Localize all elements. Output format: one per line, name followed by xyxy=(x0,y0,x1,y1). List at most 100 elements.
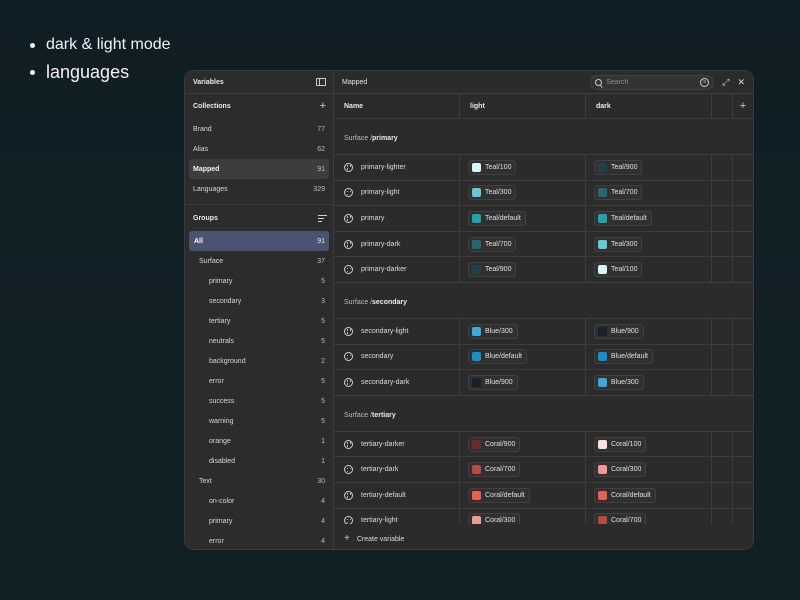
color-value-chip[interactable]: Coral/default xyxy=(594,487,656,503)
group-item[interactable]: error 5 xyxy=(189,371,329,391)
group-label: Surface xyxy=(199,257,224,265)
color-value-chip[interactable]: Coral/300 xyxy=(594,462,647,478)
color-value-chip[interactable]: Teal/300 xyxy=(468,185,517,201)
add-mode-icon[interactable]: + xyxy=(739,100,747,112)
variable-row[interactable]: tertiary-dark Coral/700 Coral/300 xyxy=(334,457,753,483)
group-item[interactable]: warning 5 xyxy=(189,411,329,431)
variable-row[interactable]: primary-lighter Teal/100 Teal/900 xyxy=(334,155,753,181)
expand-icon[interactable]: ⤢ xyxy=(722,76,730,87)
group-item[interactable]: on-color 4 xyxy=(189,491,329,511)
variable-row[interactable]: primary Teal/default Teal/default xyxy=(334,206,753,232)
dark-value-cell[interactable]: Coral/100 xyxy=(586,431,712,457)
dark-value-cell[interactable]: Teal/100 xyxy=(586,257,712,282)
bullet-item: languages xyxy=(30,59,171,85)
variable-row[interactable]: tertiary-light Coral/300 Coral/700 xyxy=(334,508,753,524)
light-value-cell[interactable]: Blue/900 xyxy=(460,370,586,395)
color-value-chip[interactable]: Coral/default xyxy=(468,487,530,503)
dark-value-cell[interactable]: Blue/900 xyxy=(586,318,712,344)
variable-row[interactable]: secondary-dark Blue/900 Blue/300 xyxy=(334,370,753,396)
color-value-chip[interactable]: Teal/default xyxy=(594,210,652,226)
color-value-chip[interactable]: Coral/700 xyxy=(468,462,521,478)
light-value-cell[interactable]: Coral/300 xyxy=(460,508,586,524)
dark-value-cell[interactable]: Blue/300 xyxy=(586,370,712,395)
color-value-chip[interactable]: Coral/700 xyxy=(594,513,647,524)
group-item[interactable]: disabled 1 xyxy=(189,451,329,471)
group-item[interactable]: neutrals 5 xyxy=(189,331,329,351)
close-icon[interactable]: ✕ xyxy=(737,76,745,87)
light-value-cell[interactable]: Teal/900 xyxy=(460,257,586,282)
light-value-cell[interactable]: Teal/100 xyxy=(460,155,586,180)
variable-name: tertiary-light xyxy=(361,517,398,524)
search-box[interactable]: ≡ xyxy=(590,74,715,90)
group-item[interactable]: success 5 xyxy=(189,391,329,411)
color-value-chip[interactable]: Blue/900 xyxy=(468,374,518,390)
group-item[interactable]: All 91 xyxy=(189,231,329,251)
panel-toggle-icon[interactable] xyxy=(316,78,326,86)
main-panel: Mapped ≡ ⤢ ✕ Name light dark + Surface /… xyxy=(334,71,753,549)
variable-row[interactable]: tertiary-default Coral/default Coral/defau… xyxy=(334,482,753,509)
light-value-cell[interactable]: Teal/default xyxy=(460,206,586,231)
collection-title: Mapped xyxy=(342,78,368,86)
color-value-chip[interactable]: Blue/900 xyxy=(594,323,644,339)
color-value-chip[interactable]: Coral/300 xyxy=(468,513,521,524)
dark-value-cell[interactable]: Teal/700 xyxy=(586,180,712,206)
group-item[interactable]: orange 1 xyxy=(189,431,329,451)
collection-item[interactable]: Languages 329 xyxy=(189,179,329,199)
group-item[interactable]: secondary 3 xyxy=(189,291,329,311)
group-item[interactable]: primary 5 xyxy=(189,271,329,291)
dark-value-cell[interactable]: Teal/300 xyxy=(586,231,712,257)
light-value-cell[interactable]: Teal/300 xyxy=(460,180,586,206)
variable-row[interactable]: tertiary-darker Coral/900 Coral/100 xyxy=(334,431,753,458)
color-value-chip[interactable]: Teal/100 xyxy=(594,262,643,278)
variable-row[interactable]: primary-dark Teal/700 Teal/300 xyxy=(334,231,753,258)
variable-row[interactable]: primary-darker Teal/900 Teal/100 xyxy=(334,257,753,283)
collection-item[interactable]: Brand 77 xyxy=(189,119,329,139)
search-input[interactable] xyxy=(606,78,697,86)
group-count: 5 xyxy=(321,397,325,405)
collection-item[interactable]: Alias 62 xyxy=(189,139,329,159)
dark-value-cell[interactable]: Teal/900 xyxy=(586,155,712,180)
light-value-cell[interactable]: Coral/700 xyxy=(460,457,586,482)
dark-value-cell[interactable]: Coral/300 xyxy=(586,457,712,482)
group-item[interactable]: error 4 xyxy=(189,531,329,549)
light-value-cell[interactable]: Blue/300 xyxy=(460,318,586,344)
color-value-chip[interactable]: Blue/300 xyxy=(594,374,644,390)
dark-value-cell[interactable]: Blue/default xyxy=(586,344,712,370)
color-value-chip[interactable]: Teal/default xyxy=(468,210,526,226)
light-value-cell[interactable]: Coral/default xyxy=(460,482,586,508)
group-item[interactable]: tertiary 5 xyxy=(189,311,329,331)
dark-value-cell[interactable]: Coral/700 xyxy=(586,508,712,524)
color-value-chip[interactable]: Teal/100 xyxy=(468,159,517,175)
group-item[interactable]: Text 30 xyxy=(189,471,329,491)
variable-row[interactable]: primary-light Teal/300 Teal/700 xyxy=(334,180,753,207)
color-value-chip[interactable]: Teal/700 xyxy=(594,185,643,201)
column-header-dark[interactable]: dark xyxy=(586,94,712,118)
color-value-chip[interactable]: Teal/300 xyxy=(594,236,643,252)
dark-value-cell[interactable]: Teal/default xyxy=(586,206,712,231)
light-value-cell[interactable]: Coral/900 xyxy=(460,431,586,457)
color-value-chip[interactable]: Blue/default xyxy=(468,349,527,365)
filter-icon[interactable]: ≡ xyxy=(700,77,710,87)
color-value-label: Blue/900 xyxy=(611,327,639,335)
row-spacer-cell xyxy=(712,370,733,395)
group-item[interactable]: background 2 xyxy=(189,351,329,371)
light-value-cell[interactable]: Teal/700 xyxy=(460,231,586,257)
group-filter-icon[interactable] xyxy=(318,214,327,222)
create-variable-button[interactable]: + Create variable xyxy=(334,529,753,549)
color-value-chip[interactable]: Coral/900 xyxy=(468,436,521,452)
group-item[interactable]: primary 4 xyxy=(189,511,329,531)
column-header-light[interactable]: light xyxy=(460,94,586,118)
group-item[interactable]: Surface 37 xyxy=(189,251,329,271)
color-value-chip[interactable]: Teal/900 xyxy=(468,262,517,278)
color-value-chip[interactable]: Coral/100 xyxy=(594,436,647,452)
color-value-chip[interactable]: Blue/default xyxy=(594,349,653,365)
color-value-chip[interactable]: Teal/900 xyxy=(594,159,643,175)
light-value-cell[interactable]: Blue/default xyxy=(460,344,586,370)
collection-item[interactable]: Mapped 91 xyxy=(189,159,329,179)
variable-row[interactable]: secondary Blue/default Blue/default xyxy=(334,344,753,371)
color-value-chip[interactable]: Teal/700 xyxy=(468,236,517,252)
add-collection-icon[interactable]: + xyxy=(319,100,326,112)
dark-value-cell[interactable]: Coral/default xyxy=(586,482,712,508)
color-value-chip[interactable]: Blue/300 xyxy=(468,323,518,339)
variable-row[interactable]: secondary-light Blue/300 Blue/900 xyxy=(334,318,753,345)
